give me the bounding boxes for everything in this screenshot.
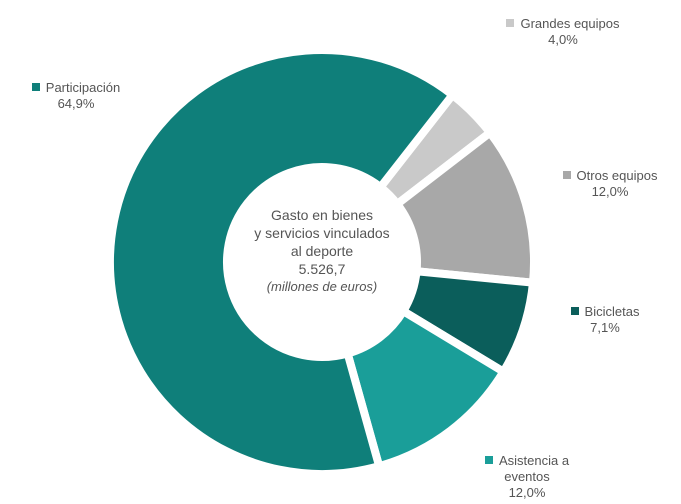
legend-entry: Grandes equipos	[478, 16, 648, 32]
label: Grandes equipos 4,0%	[478, 16, 648, 48]
legend-entry: Bicicletas	[550, 304, 660, 320]
legend-entry: Asistencia a eventos	[462, 453, 592, 485]
legend-swatch	[506, 19, 515, 27]
category-name: Bicicletas	[584, 304, 640, 319]
center-line: al deporte	[290, 243, 354, 259]
category-name: Participación	[45, 80, 121, 95]
center-line: Gasto en bienes	[271, 207, 373, 223]
value-label: 12,0%	[591, 184, 629, 199]
label: Participación 64,9%	[6, 80, 146, 112]
value-label: 7,1%	[590, 320, 620, 335]
legend-swatch	[570, 307, 579, 315]
category-name: Asistencia a eventos	[498, 453, 570, 484]
legend-swatch	[484, 456, 493, 464]
legend-swatch	[562, 171, 571, 179]
center-line: (millones de euros)	[266, 279, 378, 294]
value-label: 64,9%	[57, 96, 95, 111]
label: Asistencia a eventos 12,0%	[462, 453, 592, 501]
label: Otros equipos 12,0%	[540, 168, 680, 200]
value-label: 4,0%	[548, 32, 578, 47]
legend-entry: Otros equipos	[540, 168, 680, 184]
slice	[342, 305, 509, 472]
category-name: Otros equipos	[576, 168, 658, 183]
label: Bicicletas 7,1%	[550, 304, 660, 336]
legend-swatch	[31, 83, 40, 91]
legend-entry: Participación	[6, 80, 146, 96]
category-name: Grandes equipos	[520, 16, 620, 31]
slice	[391, 127, 538, 288]
slice	[106, 46, 459, 478]
center-line: 5.526,7	[298, 261, 346, 277]
value-label: 12,0%	[508, 485, 546, 500]
center-line: y servicios vinculados	[254, 225, 390, 241]
center-text: Gasto en bienes y servicios vinculados al …	[222, 206, 422, 296]
